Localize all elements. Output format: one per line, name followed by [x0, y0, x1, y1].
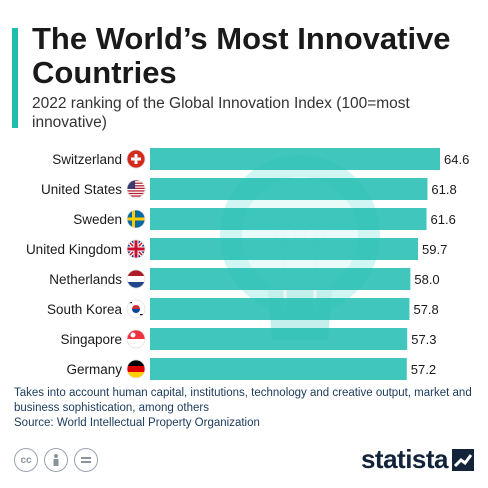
category-label: Switzerland	[52, 152, 122, 167]
switzerland-flag-icon	[126, 149, 146, 169]
bar-south-korea	[150, 298, 410, 320]
source-note: Source: World Intellectual Property Orga…	[14, 417, 260, 429]
value-label: 61.6	[431, 212, 456, 227]
chart-footnote: Takes into account human capital, instit…	[14, 386, 474, 431]
south-korea-flag-icon	[126, 299, 146, 319]
bar-netherlands	[150, 268, 411, 290]
bar-united-kingdom	[150, 238, 419, 260]
category-label: United Kingdom	[26, 242, 122, 257]
value-label: 58.0	[414, 272, 439, 287]
bar-germany	[150, 358, 407, 380]
bar-united-states	[150, 178, 428, 200]
category-label: Germany	[66, 362, 122, 377]
methodology-note: Takes into account human capital, instit…	[14, 387, 472, 414]
netherlands-flag-icon	[126, 269, 146, 289]
value-label: 59.7	[422, 242, 447, 257]
chart-subtitle: 2022 ranking of the Global Innovation In…	[32, 95, 410, 131]
sweden-flag-icon	[126, 209, 146, 229]
category-label: Singapore	[60, 332, 122, 347]
bar-singapore	[150, 328, 408, 350]
statista-wordmark: statista	[360, 444, 449, 474]
value-label: 57.2	[411, 362, 436, 377]
singapore-flag-icon	[126, 329, 146, 349]
usa-flag-icon	[126, 179, 146, 199]
category-label: Netherlands	[49, 272, 122, 287]
category-label: Sweden	[73, 212, 122, 227]
value-label: 57.8	[413, 302, 438, 317]
cc-icon[interactable]: cc	[14, 448, 38, 472]
chart-title: The World’s Most Innovative Countries	[32, 21, 451, 90]
bar-switzerland	[150, 148, 440, 170]
bar-chart: Switzerland 64.6 United States 61.8 Sweden 61…	[26, 148, 469, 380]
value-label: 64.6	[444, 152, 469, 167]
value-label: 57.3	[411, 332, 436, 347]
license-icons: cc	[14, 448, 98, 472]
germany-flag-icon	[126, 359, 146, 379]
nd-icon[interactable]	[74, 448, 98, 472]
statista-logo[interactable]: statista	[361, 444, 474, 475]
title-accent-bar	[12, 28, 18, 128]
category-label: United States	[41, 182, 122, 197]
uk-flag-icon	[126, 239, 146, 259]
bar-sweden	[150, 208, 427, 230]
category-label: South Korea	[47, 302, 123, 317]
value-label: 61.8	[431, 182, 456, 197]
by-icon[interactable]	[44, 448, 68, 472]
statista-mark-icon	[452, 448, 474, 471]
